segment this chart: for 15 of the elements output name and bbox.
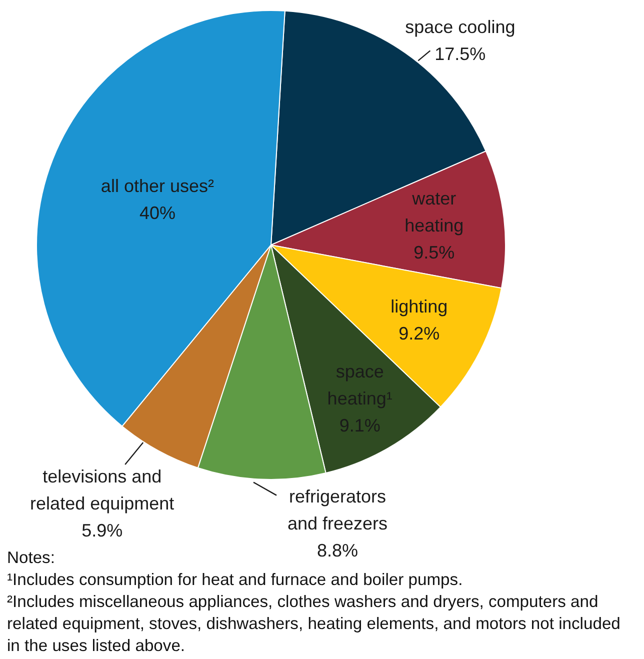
- slice-label: televisions and related equipment: [30, 466, 174, 514]
- data-label: 8.8%: [316, 540, 358, 560]
- text: Notes:: [7, 548, 55, 567]
- slice-label: lighting: [390, 296, 448, 316]
- data-label: 9.5%: [414, 242, 455, 262]
- slice-label: space cooling: [405, 17, 516, 38]
- slice-label: all other uses²: [100, 176, 214, 196]
- data-label: 40%: [139, 202, 176, 223]
- text: ¹Includes consumption for heat and furnace and boiler pumps.: [7, 569, 464, 591]
- data-label: 5.9%: [82, 520, 123, 540]
- slice-label: refrigerators and freezers: [287, 486, 388, 534]
- text: ²Includes miscellaneous appliances, clothes washers and dryers, computers and related equipment, stoves, dishwashers, heating elements, and motors not included in the uses listed above.: [7, 591, 622, 657]
- slice-label: water heating: [404, 188, 464, 236]
- data-label: 17.5%: [434, 44, 486, 64]
- data-label: 9.2%: [398, 323, 440, 344]
